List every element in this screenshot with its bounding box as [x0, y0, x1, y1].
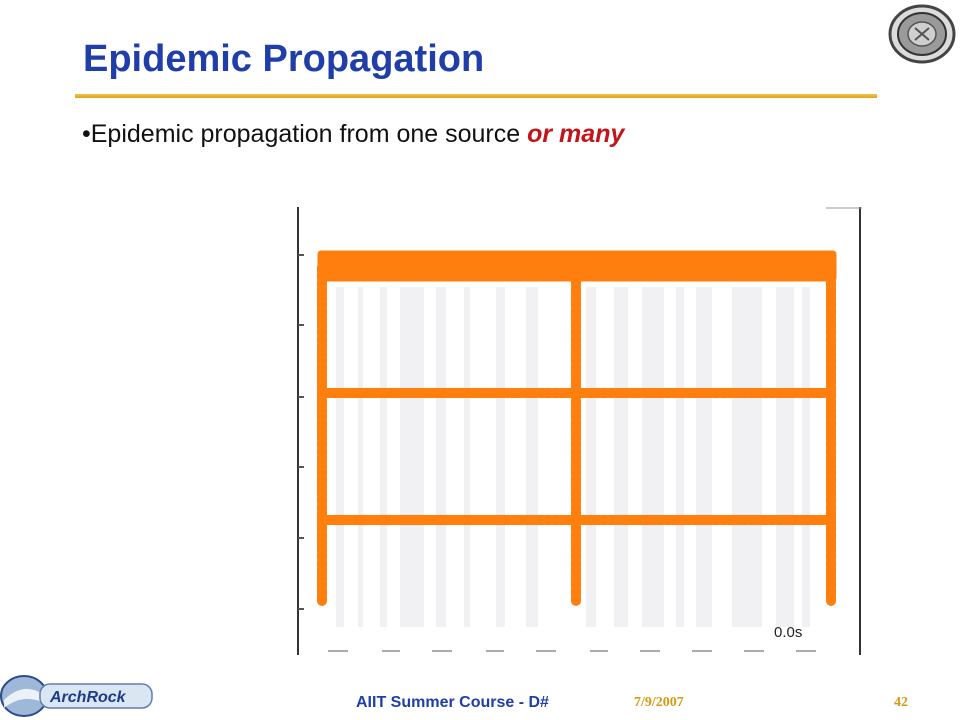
bullet-prefix: •Epidemic propagation from one source	[82, 120, 528, 148]
title-underline	[75, 94, 877, 98]
archrock-logo-icon: ArchRock	[0, 670, 153, 720]
logo-text: ArchRock	[49, 689, 127, 706]
slide-title: Epidemic Propagation	[83, 38, 485, 80]
bullet-text: •Epidemic propagation from one source or…	[82, 120, 624, 149]
footer-page-number: 42	[894, 695, 908, 710]
footer-date: 7/9/2007	[634, 695, 684, 710]
timestamp-label: 0.0s	[774, 624, 802, 641]
footer-course: AIIT Summer Course - D#	[356, 694, 549, 711]
propagation-figure: 0.0s	[296, 207, 862, 655]
university-seal-icon	[888, 4, 956, 64]
bullet-emphasis: or many	[527, 120, 625, 148]
